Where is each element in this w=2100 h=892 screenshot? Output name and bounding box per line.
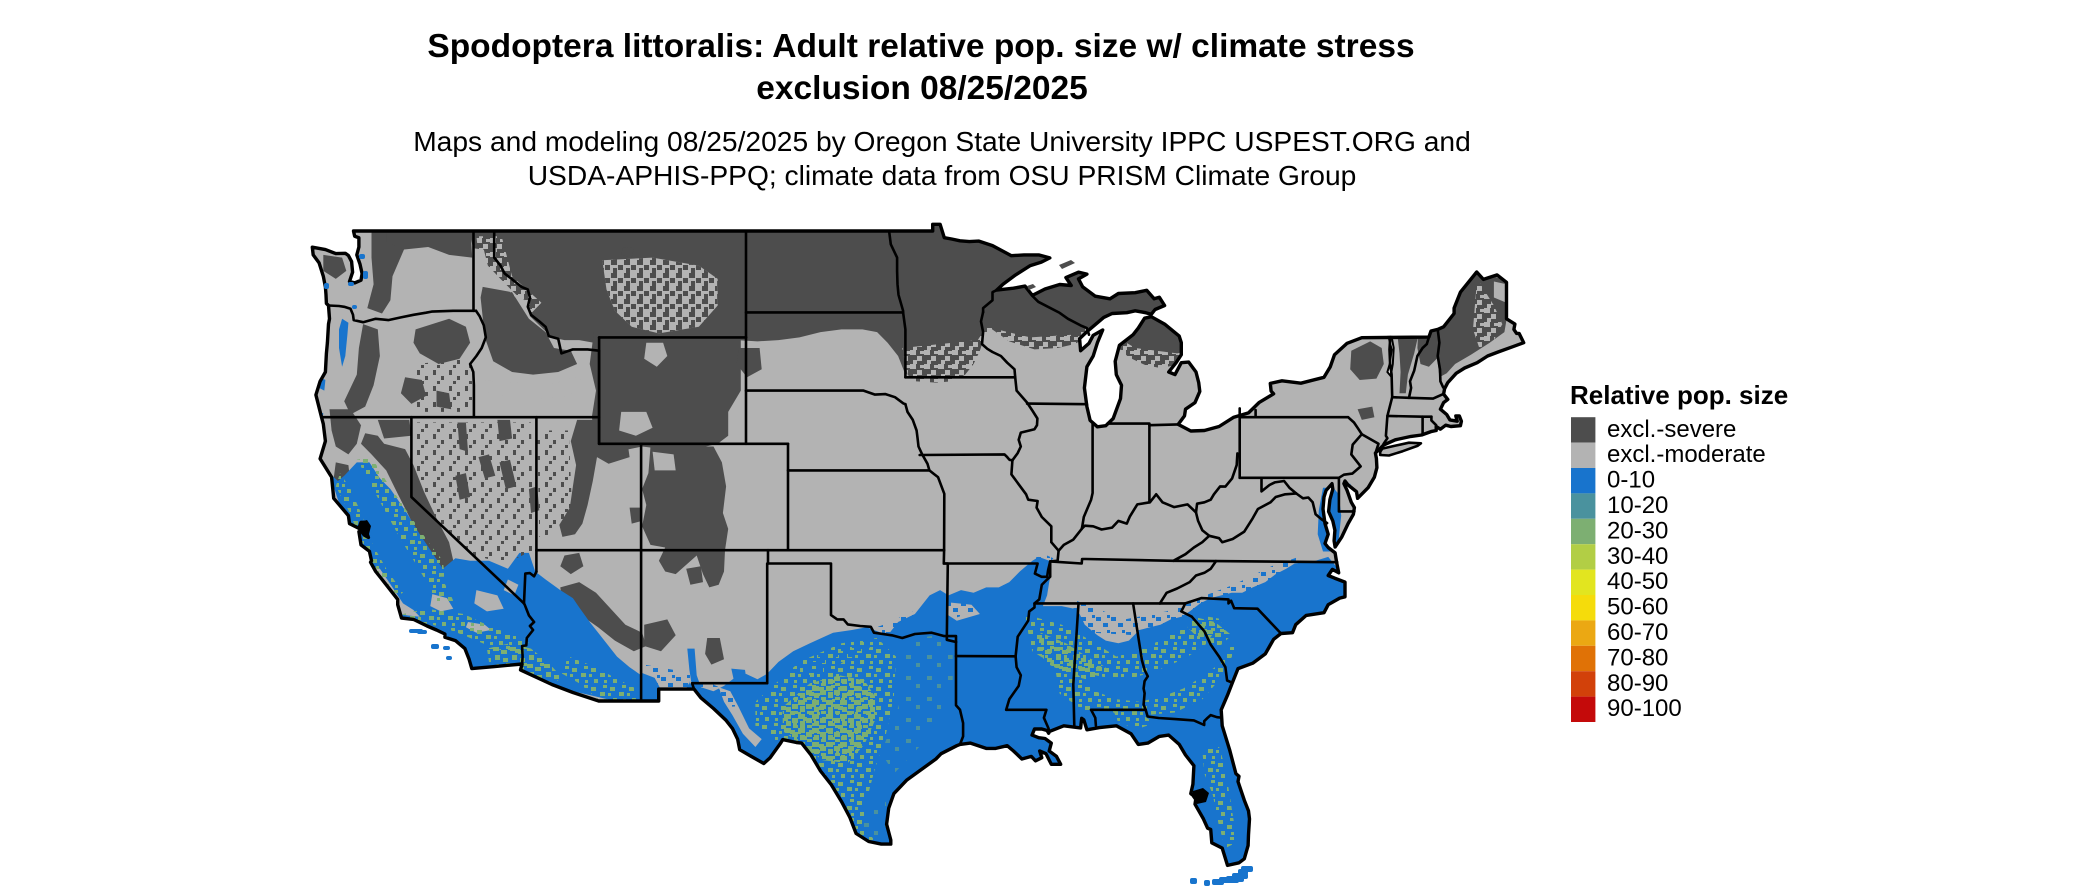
svg-text:exclusion 08/25/2025: exclusion 08/25/2025 [756, 70, 1088, 107]
svg-text:50-60: 50-60 [1607, 594, 1668, 621]
svg-text:Relative pop. size: Relative pop. size [1570, 380, 1788, 410]
svg-text:20-30: 20-30 [1607, 517, 1668, 544]
svg-text:40-50: 40-50 [1607, 568, 1668, 595]
svg-text:90-100: 90-100 [1607, 695, 1682, 722]
svg-text:10-20: 10-20 [1607, 492, 1668, 519]
svg-text:60-70: 60-70 [1607, 619, 1668, 646]
svg-text:Spodoptera littoralis: Adult r: Spodoptera littoralis: Adult relative po… [427, 28, 1414, 65]
svg-text:excl.-severe: excl.-severe [1607, 416, 1736, 443]
svg-text:excl.-moderate: excl.-moderate [1607, 441, 1766, 468]
svg-text:80-90: 80-90 [1607, 670, 1668, 697]
svg-text:70-80: 70-80 [1607, 644, 1668, 671]
svg-text:Maps and modeling 08/25/2025 b: Maps and modeling 08/25/2025 by Oregon S… [413, 125, 1471, 157]
svg-text:0-10: 0-10 [1607, 467, 1655, 494]
svg-text:30-40: 30-40 [1607, 543, 1668, 570]
svg-text:USDA-APHIS-PPQ; climate data f: USDA-APHIS-PPQ; climate data from OSU PR… [528, 159, 1357, 191]
